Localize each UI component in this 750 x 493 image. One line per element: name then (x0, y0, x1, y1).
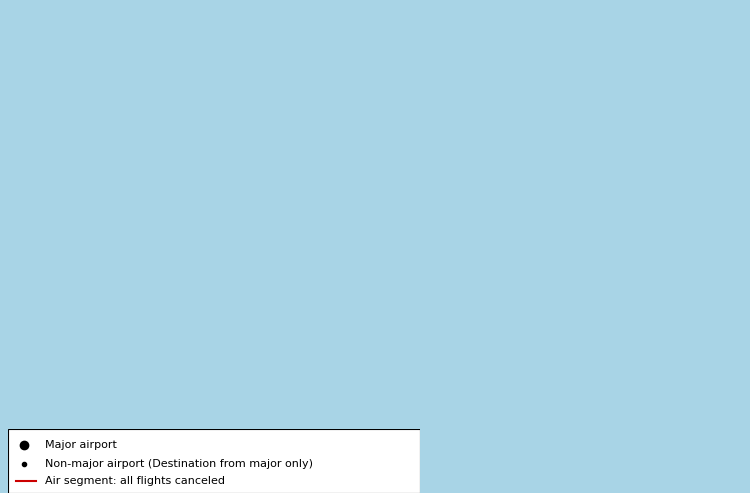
Text: Air segment: all flights canceled: Air segment: all flights canceled (45, 476, 225, 487)
Text: Major airport: Major airport (45, 440, 116, 450)
Text: Non-major airport (Destination from major only): Non-major airport (Destination from majo… (45, 459, 313, 469)
